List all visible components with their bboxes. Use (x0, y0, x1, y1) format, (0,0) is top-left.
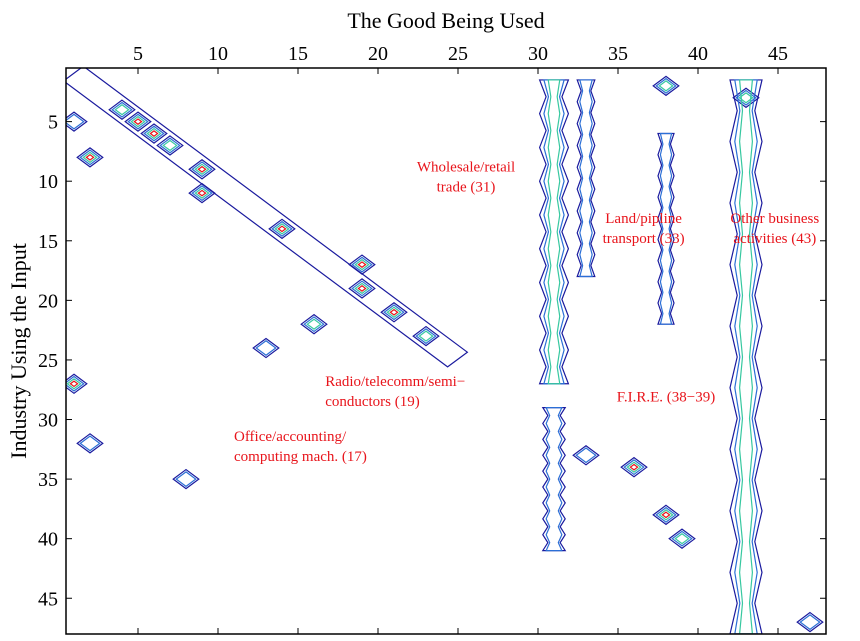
x-tick-label: 45 (768, 43, 788, 65)
contour-band-level-1 (544, 80, 564, 384)
contour-band-level-0 (543, 408, 565, 551)
contour-peak-level-3 (198, 167, 205, 172)
annotation-line: conductors (19) (325, 394, 420, 410)
x-ticks: 5 10 15 20 25 30 35 40 45 (133, 43, 788, 634)
contour-peak-level-3 (358, 262, 365, 267)
annotation-label: Other business activities (43) (730, 211, 819, 247)
annotation-line: trade (31) (437, 180, 496, 196)
plot-frame (66, 68, 826, 634)
annotation-label: F.I.R.E. (38−39) (617, 390, 716, 406)
contour-peak-level-3 (198, 190, 205, 195)
annotation-line: Other business (730, 211, 819, 227)
contour-band-level-2 (548, 80, 560, 384)
annotation-label: Wholesale/retail trade (31) (417, 160, 515, 196)
annotations: Wholesale/retail trade (31) Land/pipline tr… (234, 160, 819, 465)
annotation-line: Wholesale/retail (417, 160, 515, 176)
annotation-line: transport (33) (603, 231, 685, 247)
annotation-label: Land/pipline transport (33) (603, 211, 685, 247)
y-tick-label: 10 (38, 171, 58, 193)
contour-peak-level-3 (86, 155, 93, 160)
annotation-line: computing mach. (17) (234, 449, 367, 465)
contour-peak-level-3 (134, 119, 141, 124)
y-axis-title: Industry Using the Input (6, 243, 31, 459)
x-tick-label: 25 (448, 43, 468, 65)
x-tick-label: 10 (208, 43, 228, 65)
contour-peak-level-3 (150, 131, 157, 136)
annotation-label: Radio/telecomm/semi− conductors (19) (325, 374, 465, 410)
contour-band-level-2 (740, 80, 753, 634)
contour-band-level-0 (658, 134, 674, 325)
y-tick-label: 30 (38, 410, 58, 432)
y-tick-label: 15 (38, 231, 58, 253)
annotation-line: activities (43) (733, 231, 816, 247)
contour-band-level-1 (735, 80, 757, 634)
x-axis-title: The Good Being Used (347, 8, 544, 33)
y-ticks: 5 10 15 20 25 30 35 40 45 (38, 112, 826, 611)
x-tick-label: 35 (608, 43, 628, 65)
annotation-line: Radio/telecomm/semi− (325, 374, 465, 390)
x-tick-label: 20 (368, 43, 388, 65)
x-tick-label: 30 (528, 43, 548, 65)
y-tick-label: 20 (38, 290, 58, 312)
contour-band-level-0 (540, 80, 569, 384)
contour-peak-level-3 (278, 226, 285, 231)
contour-band-level-0 (730, 80, 762, 634)
x-tick-label: 5 (133, 43, 143, 65)
y-tick-label: 35 (38, 469, 58, 491)
annotation-line: F.I.R.E. (38−39) (617, 390, 716, 406)
contour-layer (61, 66, 823, 634)
diagonal-band-outline (64, 66, 468, 367)
annotation-label: Office/accounting/computing mach. (17) (234, 429, 367, 465)
contour-peak-level-3 (662, 512, 669, 517)
y-tick-label: 45 (38, 588, 58, 610)
y-tick-label: 5 (48, 112, 58, 134)
x-tick-label: 15 (288, 43, 308, 65)
annotation-line: Land/pipline (605, 211, 682, 227)
y-tick-label: 25 (38, 350, 58, 372)
y-tick-label: 40 (38, 529, 58, 551)
contour-peak-level-3 (390, 310, 397, 315)
annotation-line: Office/accounting/ (234, 429, 347, 445)
contour-band-level-0 (577, 80, 595, 277)
contour-peak-level-3 (358, 286, 365, 291)
x-tick-label: 40 (688, 43, 708, 65)
contour-lines (61, 66, 823, 634)
contour-peak-level-3 (70, 381, 77, 386)
contour-peak-level-3 (630, 465, 637, 470)
